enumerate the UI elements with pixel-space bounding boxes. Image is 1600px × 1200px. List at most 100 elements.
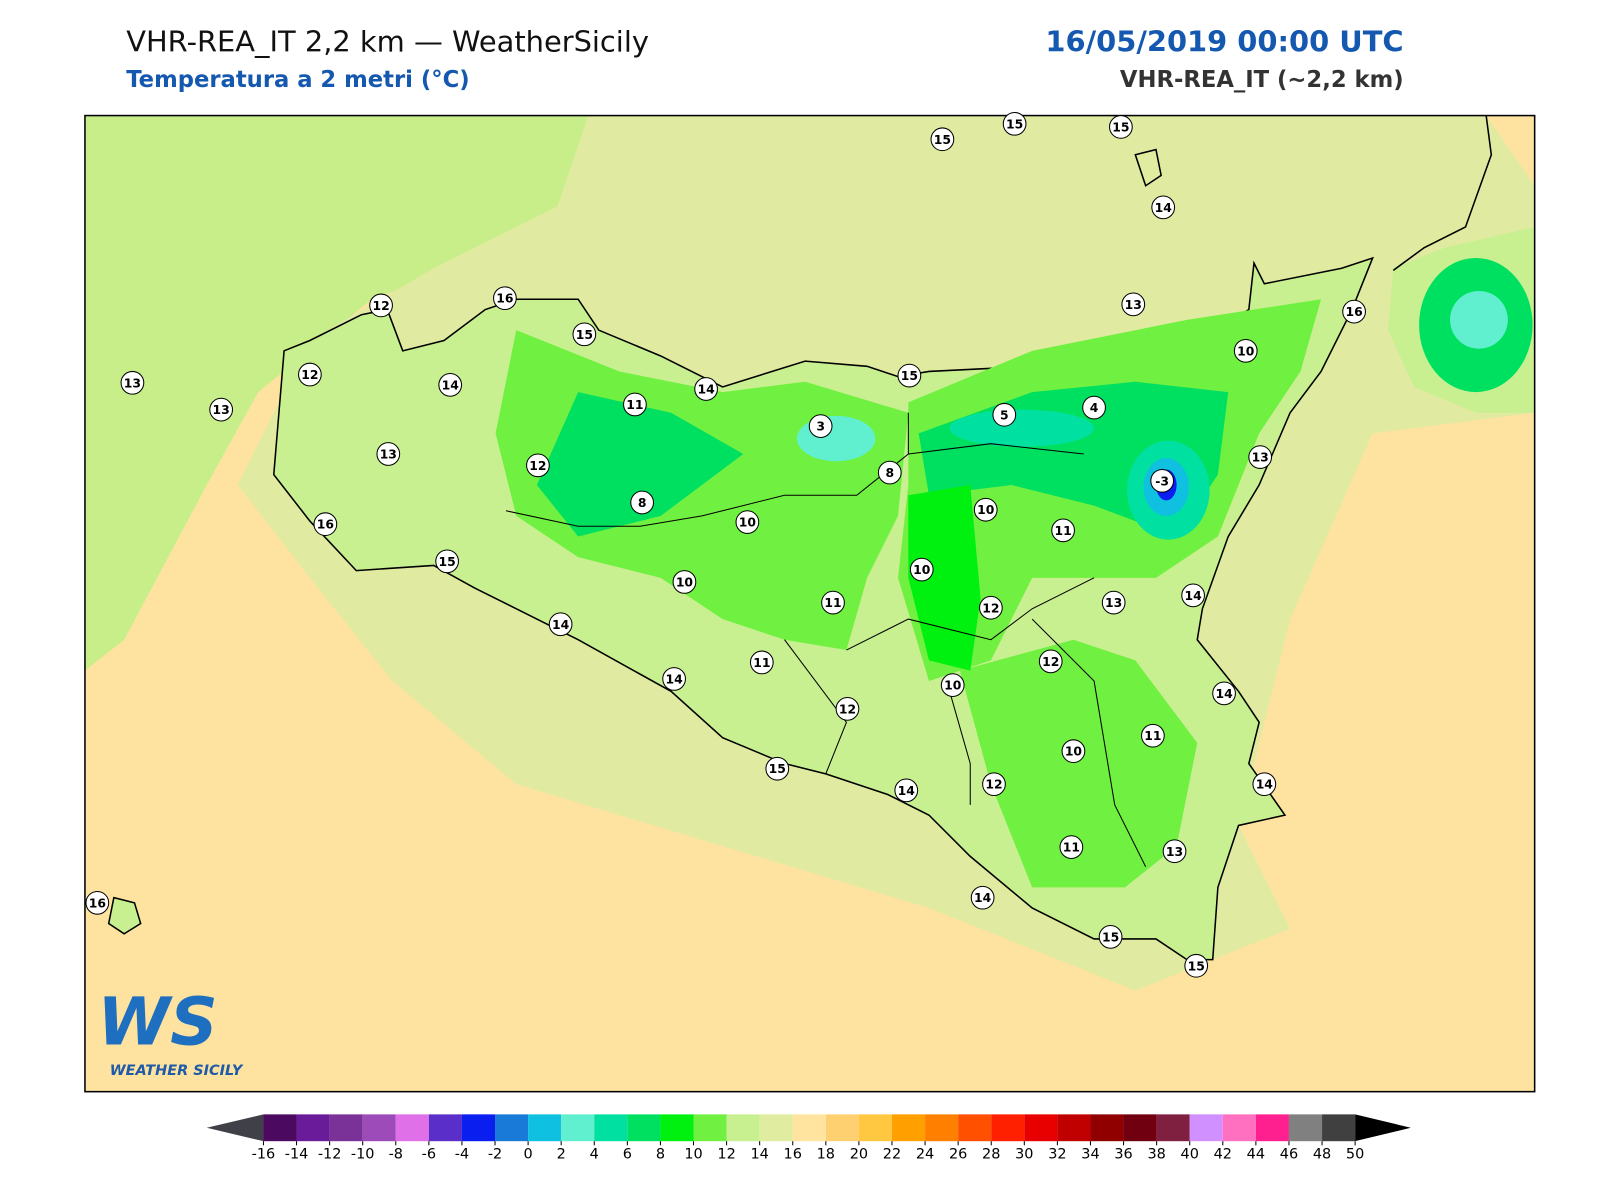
station-marker	[369, 293, 393, 318]
station-marker	[1098, 925, 1123, 949]
colorbar-bin	[891, 1114, 926, 1142]
station-marker	[1151, 195, 1176, 220]
station-marker	[672, 570, 697, 594]
colorbar-tick-label: 32	[1048, 1147, 1066, 1163]
station-value: 15	[1112, 120, 1129, 134]
colorbar-tick-label: 50	[1346, 1147, 1364, 1163]
station-marker	[120, 370, 145, 395]
station-marker	[313, 512, 338, 537]
colorbar-under	[206, 1114, 264, 1142]
station-value: 15	[576, 328, 593, 342]
colorbar-tick-label: 46	[1280, 1147, 1298, 1163]
colorbar-tick-label: 40	[1181, 1147, 1199, 1163]
title: VHR-REA_IT 2,2 km — WeatherSicily	[126, 24, 649, 58]
colorbar-tick-label: 26	[949, 1147, 967, 1163]
field-area	[1450, 290, 1508, 349]
colorbar-bin	[329, 1114, 363, 1142]
station-value: 13	[1166, 845, 1183, 859]
station-value: 16	[496, 292, 513, 306]
field-area	[796, 415, 876, 462]
logo-name: WEATHER SICILY	[110, 1063, 244, 1079]
colorbar-tick-label: 16	[784, 1147, 802, 1163]
station-value: 10	[739, 516, 757, 530]
colorbar-bin	[660, 1114, 694, 1142]
station-value: 10	[676, 575, 694, 589]
station-value: 15	[901, 369, 918, 383]
station-marker	[1002, 111, 1027, 136]
station-marker	[909, 557, 934, 582]
colorbar-tick-label: 14	[750, 1147, 768, 1163]
station-marker	[894, 778, 919, 803]
station-value: 4	[1090, 401, 1099, 415]
station-marker	[1038, 649, 1063, 674]
colorbar-bin	[1189, 1114, 1223, 1142]
station-marker	[1141, 723, 1165, 748]
station-marker	[694, 377, 718, 401]
station-marker	[1184, 953, 1209, 978]
station-value: 14	[442, 378, 460, 392]
colorbar-bin	[792, 1114, 826, 1142]
station-marker	[1051, 518, 1075, 543]
station-marker	[1162, 839, 1187, 864]
station-value: 15	[769, 762, 786, 776]
colorbar-bin	[759, 1114, 793, 1142]
station-value: 11	[824, 596, 841, 610]
station-marker	[1212, 681, 1236, 706]
colorbar-bin	[1090, 1114, 1124, 1142]
colorbar-bin	[461, 1114, 496, 1142]
station-marker	[1082, 395, 1106, 420]
colorbar-tick-label: -6	[422, 1147, 436, 1163]
station-value: 10	[1237, 344, 1255, 358]
station-value: 16	[89, 896, 106, 910]
colorbar-tick-label: 44	[1247, 1147, 1265, 1163]
colorbar-bin	[1288, 1114, 1323, 1142]
station-marker	[1109, 115, 1133, 139]
station-value: 14	[1155, 201, 1173, 215]
colorbar-tick-label: 30	[1015, 1147, 1033, 1163]
subtitle: Temperatura a 2 metri (°C)	[126, 67, 469, 93]
colorbar-bin	[495, 1114, 529, 1142]
station-marker	[765, 756, 790, 781]
station-marker	[623, 392, 647, 417]
colorbar-tick-label: 48	[1313, 1147, 1331, 1163]
colorbar-bin	[263, 1114, 297, 1142]
colorbar-bin	[362, 1114, 396, 1142]
station-marker	[662, 667, 686, 691]
station-value: 14	[974, 891, 992, 905]
station-labels: 15 15 15 14 12 16 15 12 13 14 13 11 14 15 13 16 10 13 12 3 5…	[85, 111, 1366, 978]
colorbar-tick-label: 34	[1081, 1147, 1099, 1163]
station-marker	[526, 453, 550, 478]
station-marker	[376, 442, 401, 466]
station-marker	[897, 363, 922, 388]
station-value: 12	[529, 459, 546, 473]
station-value: 14	[552, 618, 570, 632]
station-marker	[940, 673, 965, 697]
colorbar-tick-label: 42	[1214, 1147, 1232, 1163]
colorbar-bin	[1322, 1114, 1356, 1142]
colorbar-tick-label: 6	[623, 1147, 632, 1163]
station-marker	[992, 402, 1017, 427]
station-value: 13	[1105, 596, 1122, 610]
colorbar-tick-label: 28	[982, 1147, 1000, 1163]
station-marker	[1150, 468, 1175, 493]
temperature-field	[84, 115, 1535, 1092]
field-area	[949, 409, 1095, 447]
station-value: 11	[626, 398, 643, 412]
station-value: 13	[124, 376, 141, 390]
colorbar-tick-label: -4	[455, 1147, 469, 1163]
station-value: 12	[1042, 655, 1059, 669]
station-value: 10	[913, 563, 931, 577]
colorbar-tick-label: 36	[1114, 1147, 1132, 1163]
station-value: 14	[1185, 589, 1203, 603]
colorbar-bin	[1255, 1114, 1289, 1142]
station-marker	[1101, 590, 1126, 615]
colorbar-tick-label: -10	[351, 1147, 375, 1163]
station-marker	[85, 890, 110, 915]
colorbar-tick-label: -14	[285, 1147, 309, 1163]
station-value: 14	[898, 784, 916, 798]
province-border	[505, 412, 1147, 867]
station-value: 14	[666, 672, 684, 686]
colorbar-bin	[627, 1114, 661, 1142]
station-marker	[298, 362, 322, 387]
station-marker	[1121, 292, 1146, 317]
